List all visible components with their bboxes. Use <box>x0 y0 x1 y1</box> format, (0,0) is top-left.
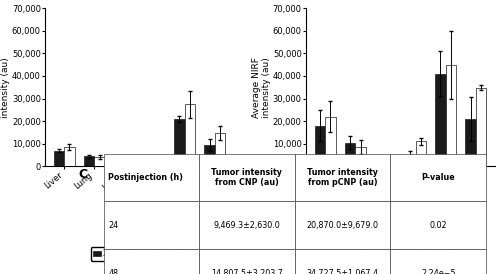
Bar <box>416 141 426 166</box>
Bar <box>94 157 105 166</box>
Bar <box>84 156 94 166</box>
Bar <box>476 88 486 166</box>
Bar <box>154 161 165 166</box>
Legend: 24 h pCNP, 48 h pCNP: 24 h pCNP, 48 h pCNP <box>347 247 454 261</box>
Y-axis label: Average NIRF
intensity (au): Average NIRF intensity (au) <box>252 57 272 118</box>
Bar <box>344 143 355 166</box>
Bar <box>446 65 456 166</box>
Text: A: A <box>7 0 17 4</box>
Legend: 24 h CNP, 48 h CNP: 24 h CNP, 48 h CNP <box>91 247 188 261</box>
Bar <box>386 159 396 166</box>
Bar <box>174 119 185 166</box>
Bar <box>54 150 64 166</box>
Bar <box>355 147 366 166</box>
Bar <box>114 163 124 166</box>
Bar <box>405 157 415 166</box>
Bar <box>435 74 446 166</box>
Bar <box>64 147 74 166</box>
Bar <box>314 126 325 166</box>
Bar <box>466 119 476 166</box>
Y-axis label: Average NIRF
intensity (au): Average NIRF intensity (au) <box>0 57 10 118</box>
Text: C: C <box>78 168 88 181</box>
Bar <box>375 159 386 166</box>
Bar <box>204 145 215 166</box>
Text: B: B <box>268 0 278 4</box>
Bar <box>124 162 135 166</box>
Bar <box>325 117 336 166</box>
Bar <box>185 104 196 166</box>
Bar <box>215 133 226 166</box>
Bar <box>144 162 154 166</box>
